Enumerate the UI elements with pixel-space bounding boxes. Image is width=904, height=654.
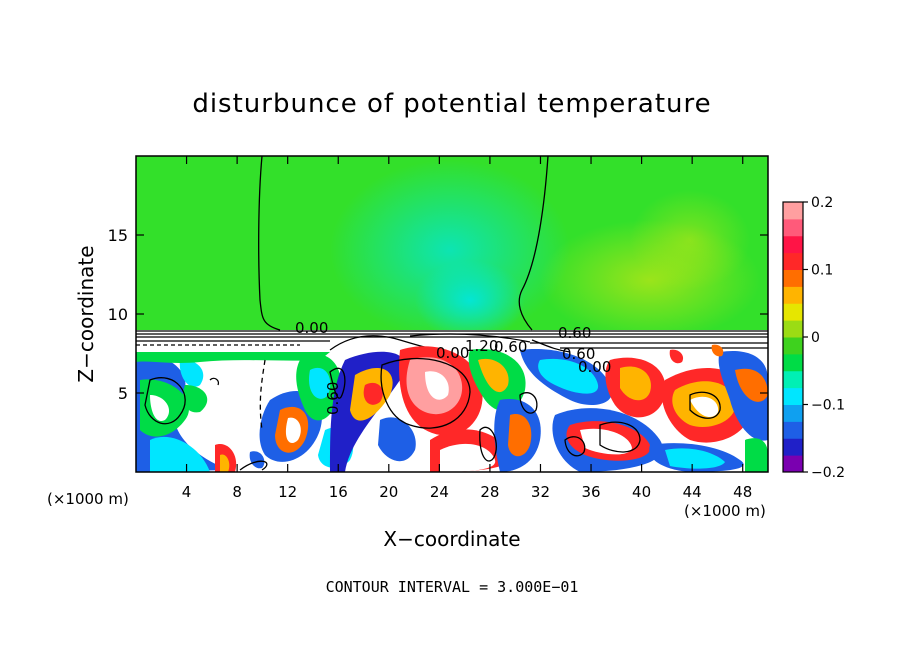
plot-area: 0.00 0.60 0.00 0.60 0.60 0.00 1.20 0.60 <box>136 156 768 472</box>
x-tick-label: 32 <box>531 483 550 501</box>
x-tick-label: 44 <box>683 483 702 501</box>
y-axis: 5 10 15 <box>108 226 768 403</box>
colorbar-tick-label: −0.1 <box>811 398 845 414</box>
chart-title: disturbunce of potential temperature <box>192 89 711 119</box>
x-tick-label: 12 <box>278 483 297 501</box>
colorbar-swatch <box>783 252 803 270</box>
x-tick-label: 16 <box>329 483 348 501</box>
colorbar-swatch <box>783 387 803 405</box>
colorbar-swatch <box>783 286 803 304</box>
colorbar-swatch <box>783 235 803 254</box>
colorbar-swatch <box>783 337 803 355</box>
inversion-lines <box>136 330 768 351</box>
x-tick-label: 20 <box>379 483 398 501</box>
contour-interval-note: CONTOUR INTERVAL = 3.000E−01 <box>326 578 579 596</box>
contour-label-group: 0.00 0.60 0.00 0.60 0.60 0.00 1.20 0.60 <box>295 319 611 415</box>
contour-label: 0.60 <box>324 382 342 415</box>
y-tick-label: 5 <box>118 384 128 403</box>
y-axis-label: Z−coordinate <box>74 245 98 382</box>
x-tick-label: 40 <box>632 483 651 501</box>
colorbar-swatch <box>783 353 803 372</box>
y-tick-label: 10 <box>108 305 128 324</box>
cyan-anomaly-core <box>415 260 525 340</box>
colorbar-swatch <box>783 404 803 422</box>
colorbar-tick-label: 0.2 <box>811 195 833 211</box>
colorbar-swatch <box>783 202 803 220</box>
colorbar-swatch <box>783 218 803 237</box>
colorbar-tick-label: −0.2 <box>811 465 845 481</box>
colorbar-tick-label: 0 <box>811 330 820 346</box>
x-tick-label: 4 <box>182 483 192 501</box>
x-tick-label: 48 <box>733 483 752 501</box>
contour-lines <box>144 156 721 471</box>
contour-label: 1.20 <box>465 337 498 355</box>
contour-label: 0.60 <box>494 338 527 356</box>
colorbar-swatch <box>783 455 803 473</box>
x-unit-right: (×1000 m) <box>684 502 766 520</box>
inversion-band <box>136 330 768 352</box>
y-tick-label: 15 <box>108 226 128 245</box>
colorbar-swatch <box>783 303 803 321</box>
x-axis-label: X−coordinate <box>383 527 520 551</box>
x-unit-left: (×1000 m) <box>47 490 129 508</box>
x-axis: 4 8 12 16 20 24 28 32 36 40 44 48 <box>182 156 752 501</box>
x-tick-label: 28 <box>480 483 499 501</box>
contour-label: 0.00 <box>295 319 328 337</box>
contour-label: 0.00 <box>578 358 611 376</box>
contour-label: 0.60 <box>558 324 591 342</box>
x-tick-label: 8 <box>232 483 242 501</box>
colorbar-swatch <box>783 438 803 456</box>
colorbar-swatch <box>783 320 803 338</box>
contour-label: 0.60 <box>562 345 595 363</box>
colorbar: 0.2 0.1 0 −0.1 −0.2 <box>782 195 845 481</box>
yellow-anomaly-2 <box>630 190 750 290</box>
colorbar-swatch <box>783 370 803 389</box>
contour-label: 0.00 <box>436 344 469 362</box>
x-tick-label: 24 <box>430 483 449 501</box>
colorbar-tick-label: 0.1 <box>811 263 833 279</box>
colorbar-swatch <box>783 269 803 287</box>
x-tick-label: 36 <box>581 483 600 501</box>
colorbar-swatch <box>783 421 803 439</box>
